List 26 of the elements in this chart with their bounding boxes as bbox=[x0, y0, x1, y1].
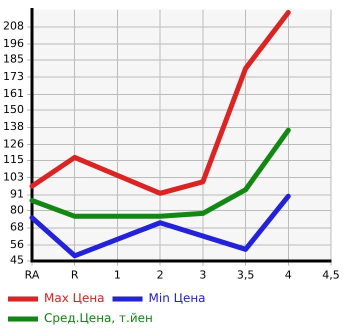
y-tick-label: 185 bbox=[2, 52, 24, 66]
y-tick-label: 150 bbox=[2, 102, 24, 116]
x-tick-label: 1 bbox=[114, 268, 121, 282]
y-tick-label: 126 bbox=[2, 137, 24, 150]
x-tick-label: 4 bbox=[284, 268, 292, 282]
legend-label: Max Цена bbox=[44, 291, 105, 306]
x-tick-label: 3,5 bbox=[236, 268, 254, 282]
y-tick-label: 80 bbox=[10, 203, 24, 216]
y-tick-label: 208 bbox=[2, 20, 24, 33]
legend-label: Сред.Цена, т.йен bbox=[44, 311, 153, 326]
y-tick-label: 196 bbox=[2, 36, 24, 50]
y-tick-label: 161 bbox=[2, 87, 24, 100]
x-tick-label: R bbox=[70, 268, 79, 282]
y-tick-label: 103 bbox=[2, 170, 24, 184]
y-tick-label: 173 bbox=[2, 70, 24, 83]
y-tick-label: 56 bbox=[10, 238, 24, 251]
y-tick-label: 45 bbox=[10, 254, 24, 267]
y-tick-label: 115 bbox=[2, 153, 24, 166]
y-tick-label: 68 bbox=[10, 220, 24, 234]
y-tick-label: 91 bbox=[10, 188, 24, 201]
x-tick-label: RA bbox=[24, 268, 40, 282]
x-tick-label: 3 bbox=[199, 268, 206, 282]
legend-label: Min Цена bbox=[148, 291, 206, 306]
x-tick-label: 4,5 bbox=[322, 268, 340, 282]
x-tick-label: 2 bbox=[156, 268, 164, 282]
y-tick-label: 138 bbox=[2, 120, 24, 134]
